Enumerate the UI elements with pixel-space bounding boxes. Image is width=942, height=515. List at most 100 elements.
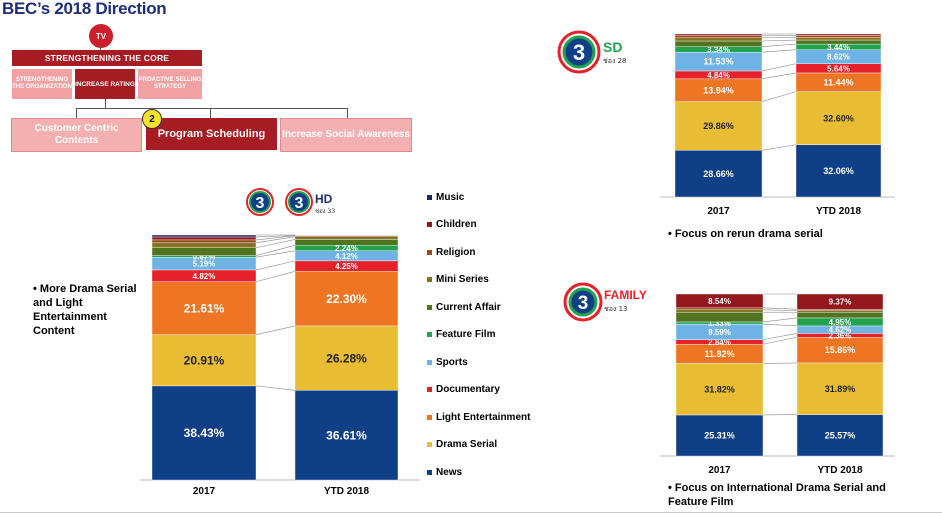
hd-logo-icon: 3 3 HD ช่อง 33 xyxy=(246,188,335,216)
bar-segment xyxy=(294,239,399,246)
data-label: 38.43% xyxy=(184,426,225,440)
legend-label: Sports xyxy=(436,357,468,368)
bar-segment xyxy=(151,234,257,238)
data-label: 36.61% xyxy=(326,428,367,442)
legend-item: Light Entertainment xyxy=(427,412,530,423)
data-label: 22.30% xyxy=(326,292,367,306)
svg-text:3: 3 xyxy=(295,195,304,212)
data-label: 25.31% xyxy=(704,431,735,441)
bar-segment xyxy=(675,307,764,310)
legend-label: Current Affair xyxy=(436,302,501,313)
tier-increase-social: Increase Social Awareness xyxy=(280,118,412,152)
series-connector xyxy=(761,43,797,48)
data-label: 8.54% xyxy=(708,297,731,306)
data-label: 5.19% xyxy=(193,260,216,269)
strengthen-core-box: STRENGTHENING THE CORE xyxy=(12,50,202,66)
bar-segment xyxy=(151,385,257,481)
data-label: 9.59% xyxy=(708,328,731,337)
series-connector xyxy=(762,307,798,310)
hd-bullet-note: • More Drama Serial and Light Entertainm… xyxy=(33,283,137,337)
data-label: 5.64% xyxy=(827,64,850,73)
bar-segment xyxy=(675,363,764,416)
legend-swatch xyxy=(427,305,432,310)
legend-item: Religion xyxy=(427,247,475,258)
legend-swatch xyxy=(427,277,432,282)
legend-swatch xyxy=(427,387,432,392)
legend-item: Sports xyxy=(427,357,468,368)
data-label: 3.34% xyxy=(707,45,730,54)
legend-label: Documentary xyxy=(436,384,500,395)
svg-text:HD: HD xyxy=(315,192,333,206)
data-label: 11.44% xyxy=(823,77,853,87)
sd-bullet-note: • Focus on rerun drama serial xyxy=(668,228,823,240)
legend-label: Mini Series xyxy=(436,274,489,285)
connector xyxy=(76,108,348,118)
legend-item: News xyxy=(427,467,462,478)
bar-segment xyxy=(795,33,882,36)
sd-logo-icon: 3 SD ช่อง 28 xyxy=(557,30,627,74)
data-label: 31.82% xyxy=(704,384,735,394)
svg-text:ช่อง 13: ช่อง 13 xyxy=(604,305,628,313)
series-connector xyxy=(255,270,296,283)
data-label: 3.44% xyxy=(827,43,850,52)
connector xyxy=(105,99,106,108)
bar-segment xyxy=(675,293,764,309)
legend-swatch xyxy=(427,415,432,420)
data-label: 0.67% xyxy=(193,252,216,261)
data-label: 15.86% xyxy=(825,345,856,355)
bar-segment xyxy=(675,312,764,323)
category-label: YTD 2018 xyxy=(324,486,369,497)
series-connector xyxy=(255,244,296,256)
svg-text:3: 3 xyxy=(256,195,265,212)
bar-segment xyxy=(294,325,399,391)
bar-segment xyxy=(294,236,399,240)
bar-segment xyxy=(674,33,763,36)
legend-label: Feature Film xyxy=(436,329,496,340)
legend-swatch xyxy=(427,360,432,365)
legend-swatch xyxy=(427,250,432,255)
bar-segment xyxy=(796,312,884,319)
category-label: 2017 xyxy=(707,206,730,217)
legend-item: Feature Film xyxy=(427,329,495,340)
data-label: 32.60% xyxy=(823,113,854,123)
data-label: 9.37% xyxy=(829,298,852,307)
bar-segment xyxy=(151,281,257,335)
bar-segment xyxy=(795,91,882,145)
data-label: 25.57% xyxy=(825,430,856,440)
bar-segment xyxy=(294,390,399,481)
data-label: 13.94% xyxy=(703,85,734,95)
legend-label: Light Entertainment xyxy=(436,412,531,423)
bar-segment xyxy=(795,144,882,198)
data-label: 31.89% xyxy=(825,384,856,394)
legend-item: Music xyxy=(427,192,464,203)
bar-segment xyxy=(795,39,882,45)
series-connector xyxy=(255,385,296,391)
legend-swatch xyxy=(427,442,432,447)
series-connector xyxy=(762,309,798,311)
bar-segment xyxy=(796,293,884,310)
bar-segment xyxy=(674,35,763,38)
data-label: 21.61% xyxy=(184,301,225,315)
series-connector xyxy=(762,333,798,340)
series-connector xyxy=(761,49,797,53)
bar-segment xyxy=(796,310,884,313)
series-connector xyxy=(761,72,797,80)
tv-badge: TV xyxy=(89,24,113,48)
series-connector xyxy=(255,325,296,335)
bar-segment xyxy=(151,236,257,241)
bar-segment xyxy=(294,271,399,327)
bar-segment xyxy=(674,40,763,47)
svg-text:FAMILY: FAMILY xyxy=(604,288,647,302)
sub-strengthen-org: STRENGTHENING THE ORGANIZATION xyxy=(12,69,72,99)
series-connector xyxy=(255,250,296,258)
legend-swatch xyxy=(427,470,432,475)
data-label: 1.33% xyxy=(708,319,731,328)
bar-segment xyxy=(795,37,882,41)
category-label: 2017 xyxy=(708,465,731,476)
legend-label: Drama Serial xyxy=(436,439,498,450)
series-connector xyxy=(255,260,296,271)
bar-segment xyxy=(674,37,763,42)
series-connector xyxy=(255,236,296,244)
data-label: 28.66% xyxy=(703,169,734,179)
